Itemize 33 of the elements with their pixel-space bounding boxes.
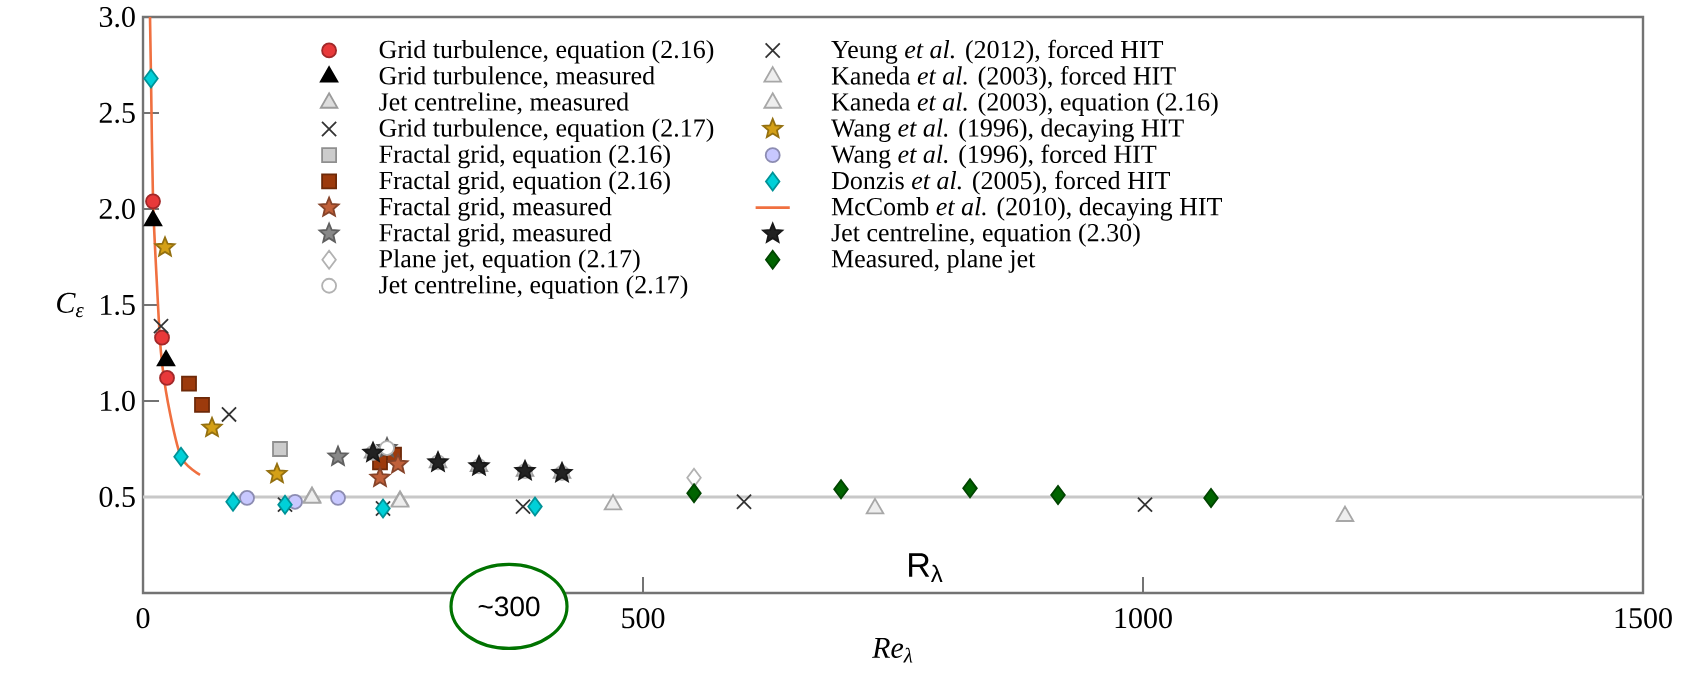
x-axis-title: Re$_{λ}$ [871, 638, 913, 663]
legend-label: Jet centreline, measured [379, 92, 629, 115]
legend-label: Jet centreline, equation (2.30) [831, 223, 1140, 247]
y-tick-label: 1.0 [101, 390, 135, 412]
annotation: R$_{λ}$ [909, 553, 943, 583]
legend-label: Kaneda et al. (2003), forced HIT [831, 66, 1176, 90]
legend-label: Yeung et al. (2012), forced HIT [831, 39, 1164, 64]
legend-label: Fractal grid, measured [379, 223, 612, 247]
legend-label: Fractal grid, equation (2.16) [379, 170, 670, 195]
x-tick-label: 1000 [1115, 608, 1172, 629]
legend-label: Jet centreline, equation (2.17) [379, 275, 688, 299]
y-tick-label: 2.5 [99, 102, 135, 124]
legend-label: Fractal grid, measured [379, 197, 612, 221]
legend-label: Kaneda et al. (2003), equation (2.16) [831, 92, 1218, 116]
legend-label: Wang et al. (1996), forced HIT [831, 144, 1157, 169]
y-tick-label: 3.0 [99, 6, 135, 28]
legend-label: Fractal grid, equation (2.16) [379, 144, 670, 169]
y-tick-label: 1.5 [101, 294, 135, 316]
x-tick-label: 0 [136, 608, 150, 629]
legend-label: Donzis et al. (2005), forced HIT [831, 170, 1170, 195]
legend-label: Grid turbulence, equation (2.16) [379, 39, 714, 64]
legend-label: Grid turbulence, measured [379, 66, 655, 89]
legend-label: Measured, plane jet [831, 249, 1036, 273]
legend-label: Wang et al. (1996), decaying HIT [831, 118, 1184, 143]
y-axis-title: C$_{ε}$ [57, 292, 84, 318]
y-tick-label: 0.5 [99, 486, 135, 508]
text: ~300 [478, 596, 540, 617]
y-tick-label: 2.0 [99, 198, 135, 220]
x-tick-label: 500 [622, 608, 665, 629]
legend-label: McComb et al. (2010), decaying HIT [831, 197, 1223, 221]
x-tick-label: 1500 [1615, 608, 1672, 629]
legend-label: Plane jet, equation (2.17) [379, 249, 640, 273]
legend-label: Grid turbulence, equation (2.17) [379, 118, 714, 143]
